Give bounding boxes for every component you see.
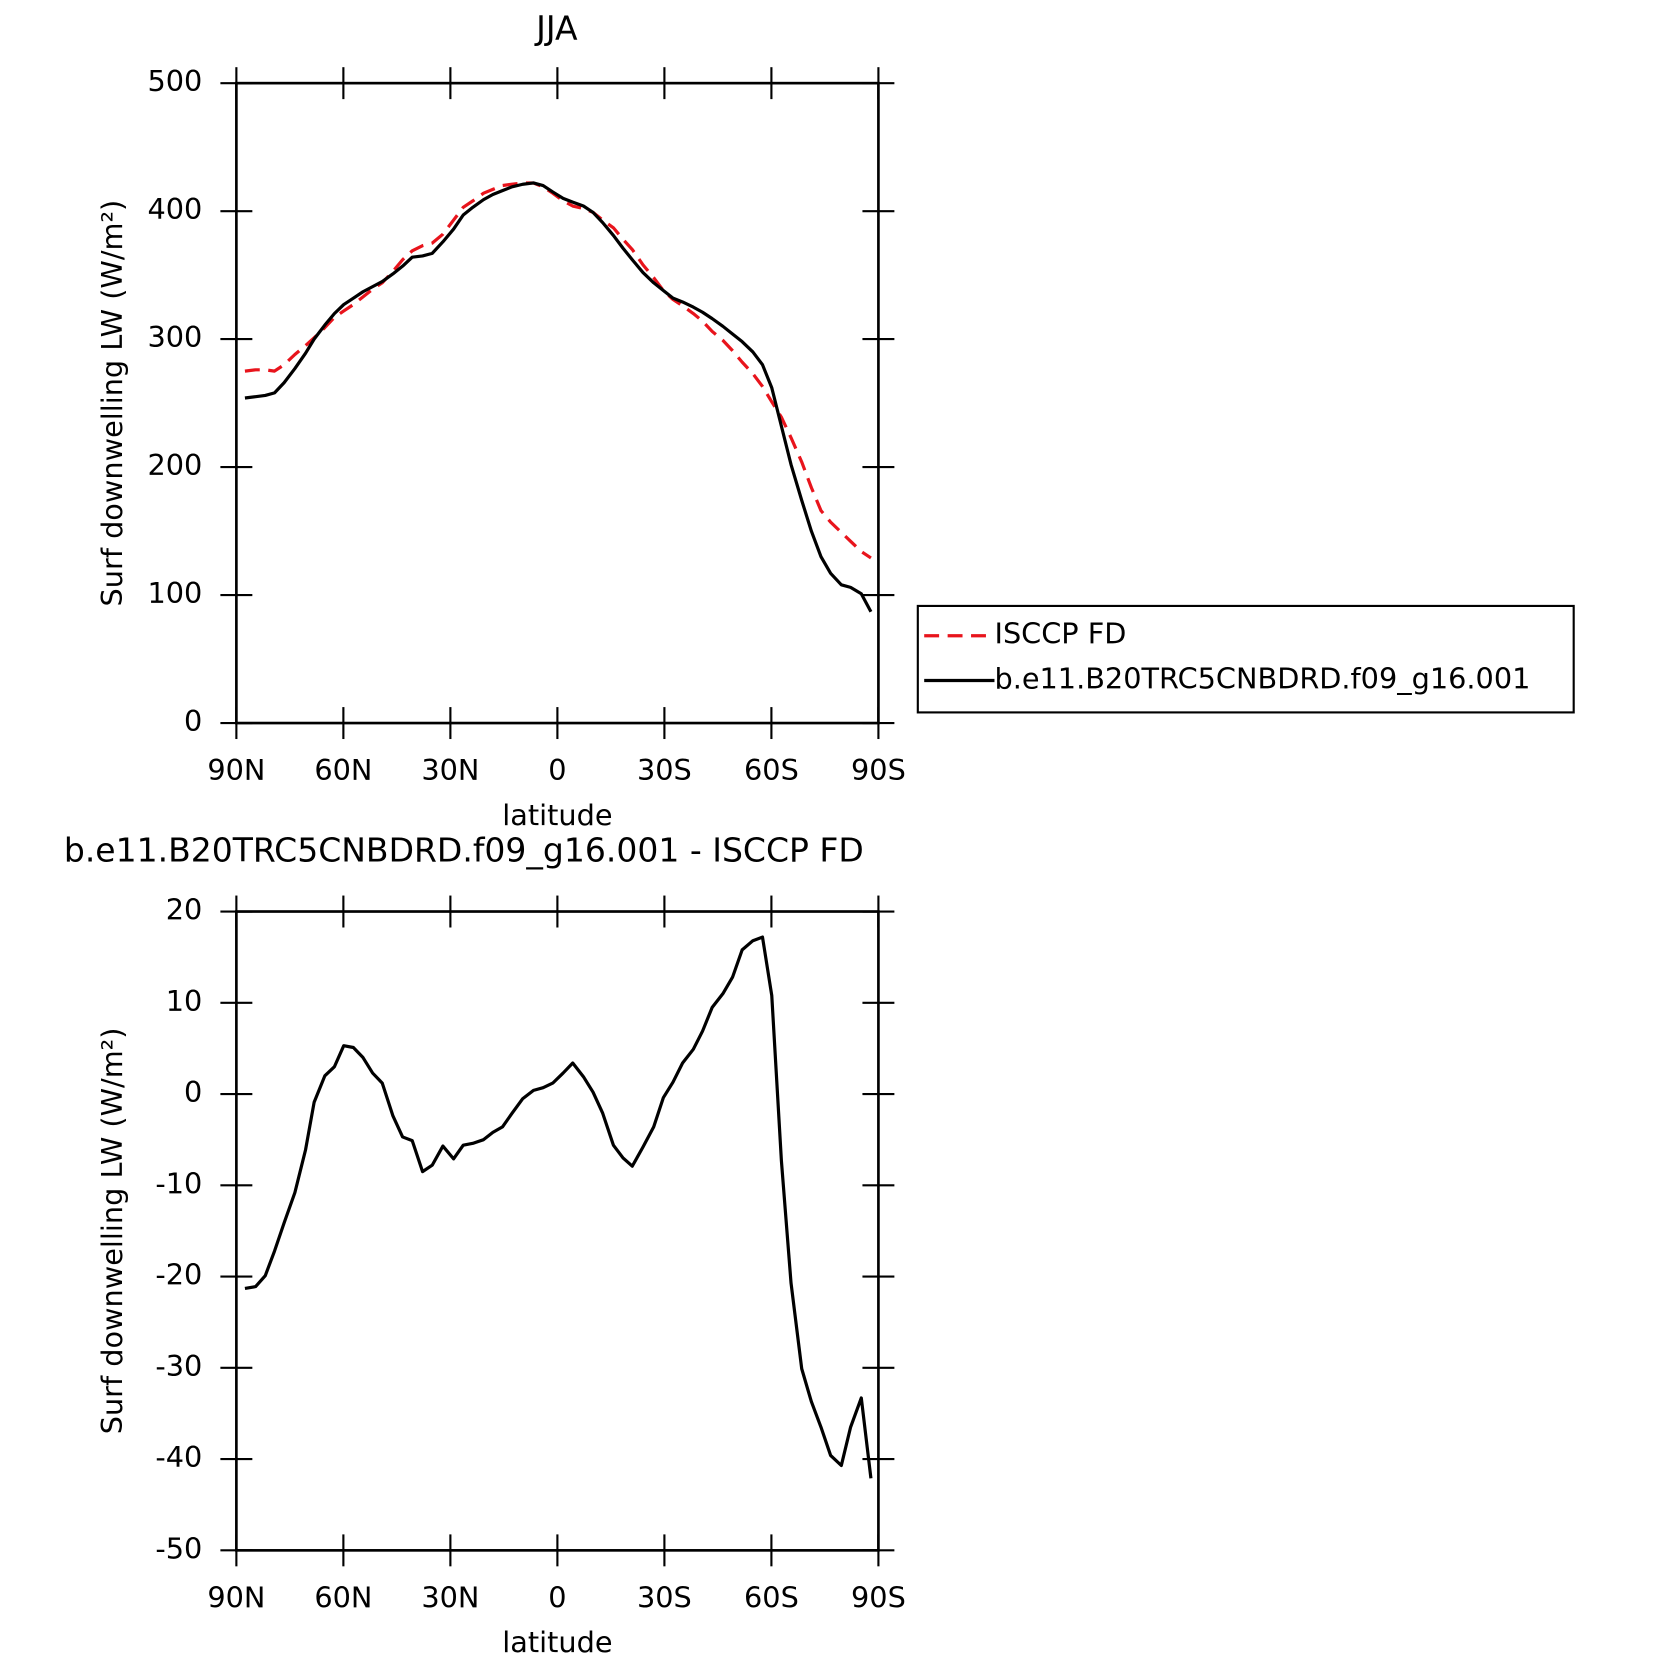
y-tick-label: -30 (155, 1349, 202, 1383)
x-tick-label: 60N (314, 1580, 372, 1614)
series-line (244, 935, 873, 1479)
x-tick-label: 30N (421, 753, 479, 787)
x-tick-label: 30S (637, 753, 692, 787)
y-tick-label: 10 (166, 984, 203, 1018)
x-tick-label: 60S (744, 1580, 799, 1614)
x-axis-label: latitude (502, 798, 612, 832)
y-tick-label: 300 (147, 320, 202, 354)
y-tick-label: 20 (166, 893, 203, 927)
plot-frame (235, 910, 880, 1552)
y-tick-label: 0 (184, 704, 202, 738)
y-tick-label: 400 (147, 192, 202, 226)
series-line (244, 181, 873, 613)
chart-title: b.e11.B20TRC5CNBDRD.f09_g16.001 - ISCCP … (64, 830, 864, 869)
x-tick-label: 90S (851, 753, 906, 787)
y-tick-label: 500 (147, 64, 202, 98)
plot-frame (235, 81, 880, 725)
x-tick-label: 30S (637, 1580, 692, 1614)
y-tick-label: 100 (147, 576, 202, 610)
x-tick-label: 60S (744, 753, 799, 787)
y-tick-label: -40 (155, 1440, 202, 1474)
x-tick-label: 90S (851, 1580, 906, 1614)
legend: ISCCP FD b.e11.B20TRC5CNBDRD.f09_g16.001 (916, 604, 1575, 714)
chart-title: JJA (534, 8, 578, 47)
legend-label: b.e11.B20TRC5CNBDRD.f09_g16.001 (994, 661, 1530, 695)
y-tick-label: -20 (155, 1258, 202, 1292)
y-axis-label: Surf downwelling LW (W/m²) (95, 200, 129, 607)
x-tick-label: 0 (548, 753, 566, 787)
legend-box (916, 604, 1575, 714)
x-axis-label: latitude (502, 1625, 612, 1658)
legend-label: ISCCP FD (994, 617, 1126, 651)
y-tick-label: 0 (184, 1075, 202, 1109)
series-line (244, 181, 872, 560)
y-tick-label: -50 (155, 1531, 202, 1565)
y-tick-label: -10 (155, 1166, 202, 1200)
x-tick-label: 0 (548, 1580, 566, 1614)
x-tick-label: 30N (421, 1580, 479, 1614)
y-axis-label: Surf downwelling LW (W/m²) (95, 1028, 129, 1435)
x-tick-label: 90N (207, 1580, 265, 1614)
x-tick-label: 60N (314, 753, 372, 787)
y-tick-label: 200 (147, 448, 202, 482)
x-tick-label: 90N (207, 753, 265, 787)
